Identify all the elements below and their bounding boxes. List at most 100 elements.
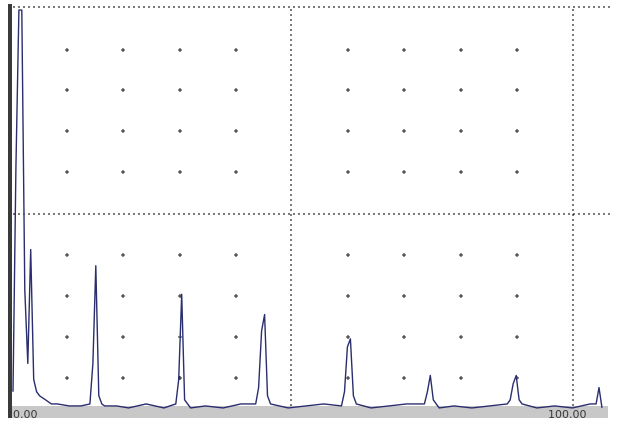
grid-dot	[572, 349, 574, 351]
grid-dot	[290, 279, 292, 281]
grid-dot	[418, 6, 420, 8]
grid-dot	[83, 213, 85, 215]
grid-dot	[383, 213, 385, 215]
grid-dot	[353, 213, 355, 215]
grid-cross	[234, 376, 238, 380]
grid-dot	[73, 6, 75, 8]
grid-dot	[153, 213, 155, 215]
grid-dot	[483, 213, 485, 215]
grid-dot	[213, 213, 215, 215]
grid-dot	[88, 213, 90, 215]
grid-cross	[121, 376, 125, 380]
grid-dot	[290, 149, 292, 151]
grid-dot	[368, 6, 370, 8]
grid-dot	[138, 213, 140, 215]
grid-dot	[23, 6, 25, 8]
grid-dot	[290, 309, 292, 311]
grid-cross	[515, 129, 519, 133]
grid-dot	[88, 6, 90, 8]
grid-dot	[293, 213, 295, 215]
grid-dot	[572, 159, 574, 161]
grid-dot	[333, 213, 335, 215]
grid-dot	[513, 213, 515, 215]
grid-dot	[578, 6, 580, 8]
grid-dot	[193, 213, 195, 215]
grid-dot	[363, 6, 365, 8]
grid-dot	[308, 213, 310, 215]
baseline-strip	[10, 406, 608, 418]
grid-dot	[178, 213, 180, 215]
grid-dot	[68, 213, 70, 215]
grid-dot	[290, 389, 292, 391]
grid-dot	[373, 213, 375, 215]
grid-dot	[572, 14, 574, 16]
grid-dot	[290, 299, 292, 301]
grid-dot	[448, 213, 450, 215]
grid-dot	[572, 399, 574, 401]
grid-dot	[123, 213, 125, 215]
grid-dot	[33, 213, 35, 215]
grid-dot	[278, 213, 280, 215]
grid-dot	[108, 6, 110, 8]
grid-dot	[290, 249, 292, 251]
grid-dot	[290, 244, 292, 246]
grid-dot	[98, 6, 100, 8]
grid-dot	[238, 6, 240, 8]
grid-dot	[568, 6, 570, 8]
grid-dot	[290, 49, 292, 51]
grid-dot	[572, 219, 574, 221]
grid-dot	[290, 354, 292, 356]
grid-dot	[572, 19, 574, 21]
grid-dot	[113, 6, 115, 8]
grid-cross	[459, 253, 463, 257]
grid-dot	[290, 349, 292, 351]
grid-dot	[488, 6, 490, 8]
grid-dot	[572, 389, 574, 391]
grid-dot	[572, 339, 574, 341]
grid-dot	[572, 254, 574, 256]
grid-dot	[290, 374, 292, 376]
grid-cross	[65, 88, 69, 92]
grid-dot	[290, 19, 292, 21]
grid-dot	[572, 264, 574, 266]
grid-dot	[363, 213, 365, 215]
grid-cross	[459, 376, 463, 380]
grid-dot	[593, 6, 595, 8]
grid-dot	[290, 224, 292, 226]
grid-cross	[121, 88, 125, 92]
grid-dot	[543, 213, 545, 215]
grid-dot	[218, 6, 220, 8]
grid-dot	[133, 213, 135, 215]
grid-dot	[563, 213, 565, 215]
grid-dot	[572, 179, 574, 181]
grid-dot	[572, 329, 574, 331]
grid-dot	[158, 213, 160, 215]
grid-dot	[572, 114, 574, 116]
grid-cross	[515, 170, 519, 174]
grid-cross	[459, 129, 463, 133]
grid-cross	[65, 294, 69, 298]
grid-dot	[253, 6, 255, 8]
grid-cross	[178, 170, 182, 174]
grid-dot	[283, 213, 285, 215]
grid-dot	[572, 289, 574, 291]
grid-dot	[290, 154, 292, 156]
grid-dot	[558, 213, 560, 215]
grid-dot	[423, 213, 425, 215]
grid-dot	[243, 6, 245, 8]
grid-dot	[572, 324, 574, 326]
grid-cross	[65, 129, 69, 133]
grid-dot	[572, 49, 574, 51]
grid-cross	[402, 376, 406, 380]
grid-dot	[290, 69, 292, 71]
grid-dot	[78, 213, 80, 215]
grid-dot	[343, 6, 345, 8]
grid-dot	[378, 213, 380, 215]
grid-cross	[459, 170, 463, 174]
left-edge-bar	[8, 4, 12, 418]
grid-dot	[290, 29, 292, 31]
range-end-label: 100.00	[548, 408, 587, 421]
grid-dot	[523, 213, 525, 215]
grid-cross	[515, 48, 519, 52]
grid-dot	[572, 24, 574, 26]
